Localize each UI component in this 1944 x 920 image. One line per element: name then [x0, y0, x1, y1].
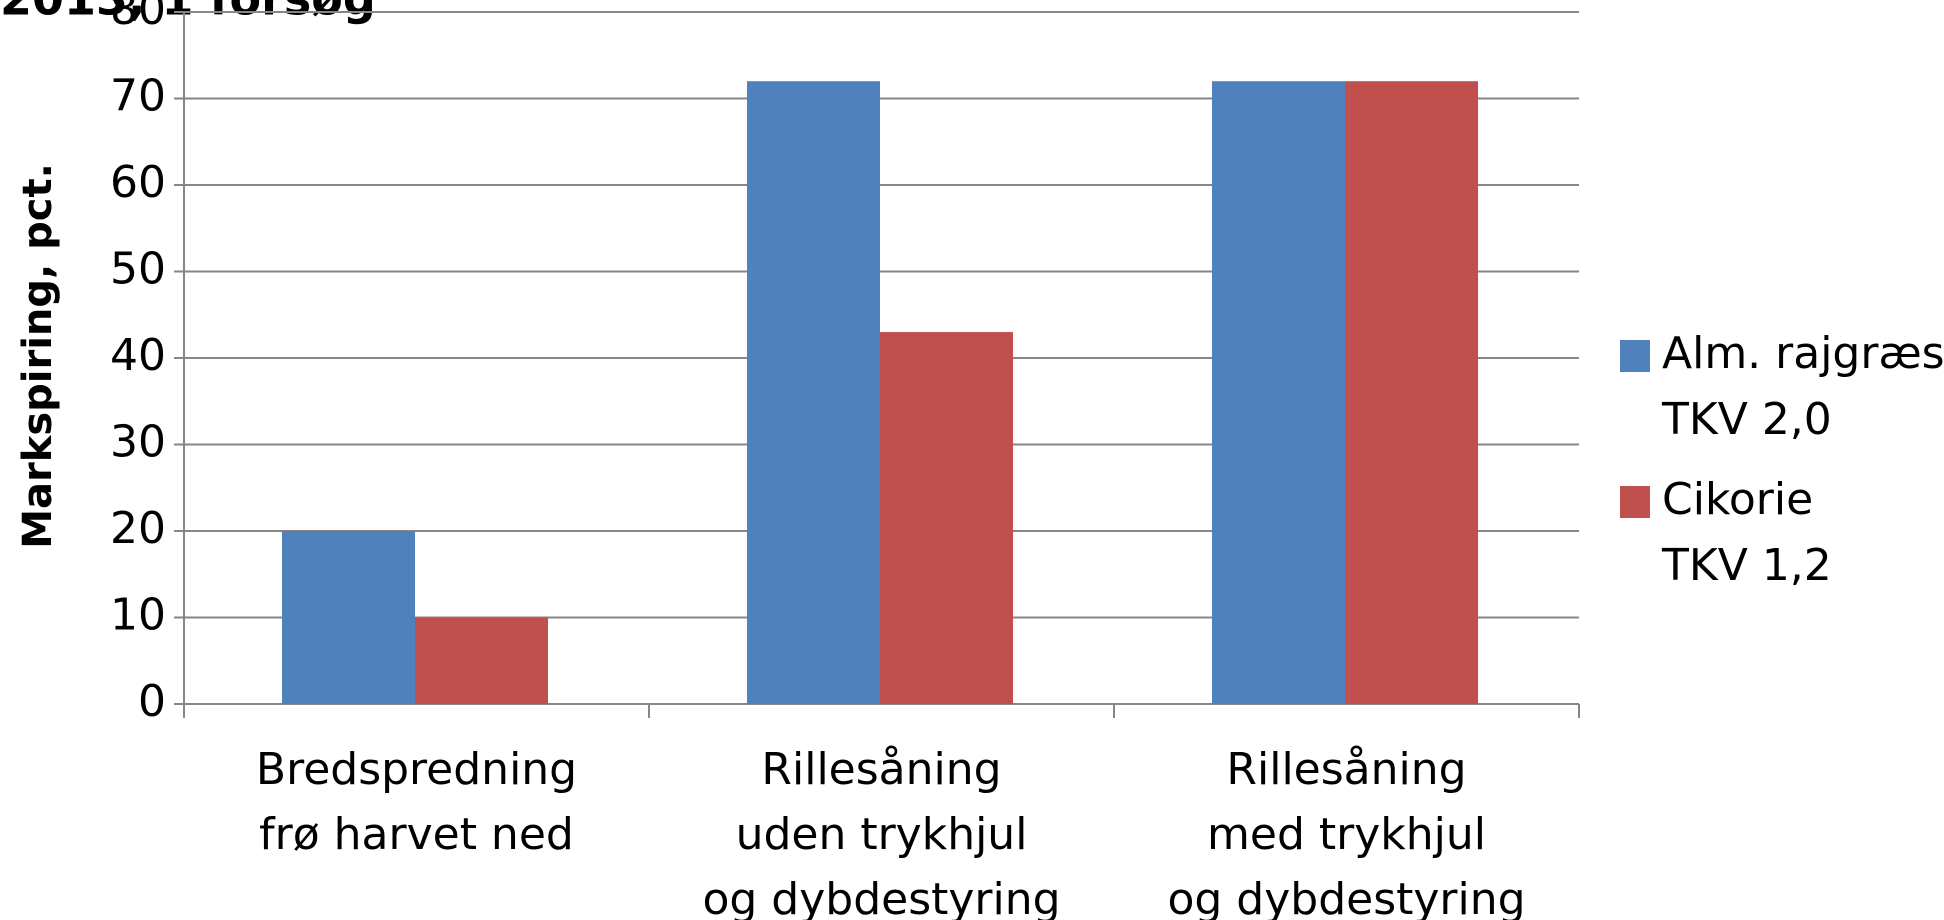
bar	[1212, 81, 1345, 704]
y-tick-label: 40	[110, 330, 166, 381]
x-tick-label-line: med trykhjul	[1207, 809, 1486, 860]
legend-label-line: TKV 2,0	[1661, 394, 1832, 445]
legend-label-line: Cikorie	[1662, 474, 1813, 525]
y-tick-label: 50	[110, 244, 166, 295]
bar	[747, 81, 880, 704]
bar	[415, 617, 548, 704]
bar	[880, 332, 1013, 704]
x-tick-label-line: frø harvet ned	[259, 809, 574, 860]
legend-label: Cikorie TKV 1,2	[1661, 474, 1832, 591]
x-tick-label: Bredspredning frø harvet ned	[256, 744, 577, 860]
x-tick-label-line: og dybdestyring	[702, 874, 1060, 920]
y-tick-label: 0	[138, 676, 166, 727]
y-tick-label: 20	[110, 503, 166, 554]
y-tick-label: 10	[110, 590, 166, 641]
legend-label-line: Alm. rajgræs	[1662, 328, 1944, 379]
legend-swatch	[1620, 340, 1650, 372]
legend-label-line: TKV 1,2	[1661, 540, 1832, 591]
y-axis-label: Markspiring, pct.	[15, 163, 61, 549]
y-tick-label: 30	[110, 417, 166, 468]
y-tick-label: 60	[110, 157, 166, 208]
legend-label: Alm. rajgræs TKV 2,0	[1661, 328, 1944, 445]
x-tick-label-line: Rillesåning	[761, 744, 1001, 795]
x-tick-label: Rillesåning med trykhjul og dybdestyring	[1167, 744, 1525, 920]
x-tick-label-line: uden trykhjul	[736, 809, 1028, 860]
y-tick-label: 80	[110, 0, 166, 35]
bar	[282, 531, 415, 704]
x-tick-label-line: Rillesåning	[1226, 744, 1466, 795]
x-tick-label-line: og dybdestyring	[1167, 874, 1525, 920]
x-tick-label: Rillesåning uden trykhjul og dybdestyring	[702, 744, 1060, 920]
legend-swatch	[1620, 486, 1650, 518]
bar	[1345, 81, 1478, 704]
x-tick-label-line: Bredspredning	[256, 744, 577, 795]
y-tick-label: 70	[110, 71, 166, 122]
